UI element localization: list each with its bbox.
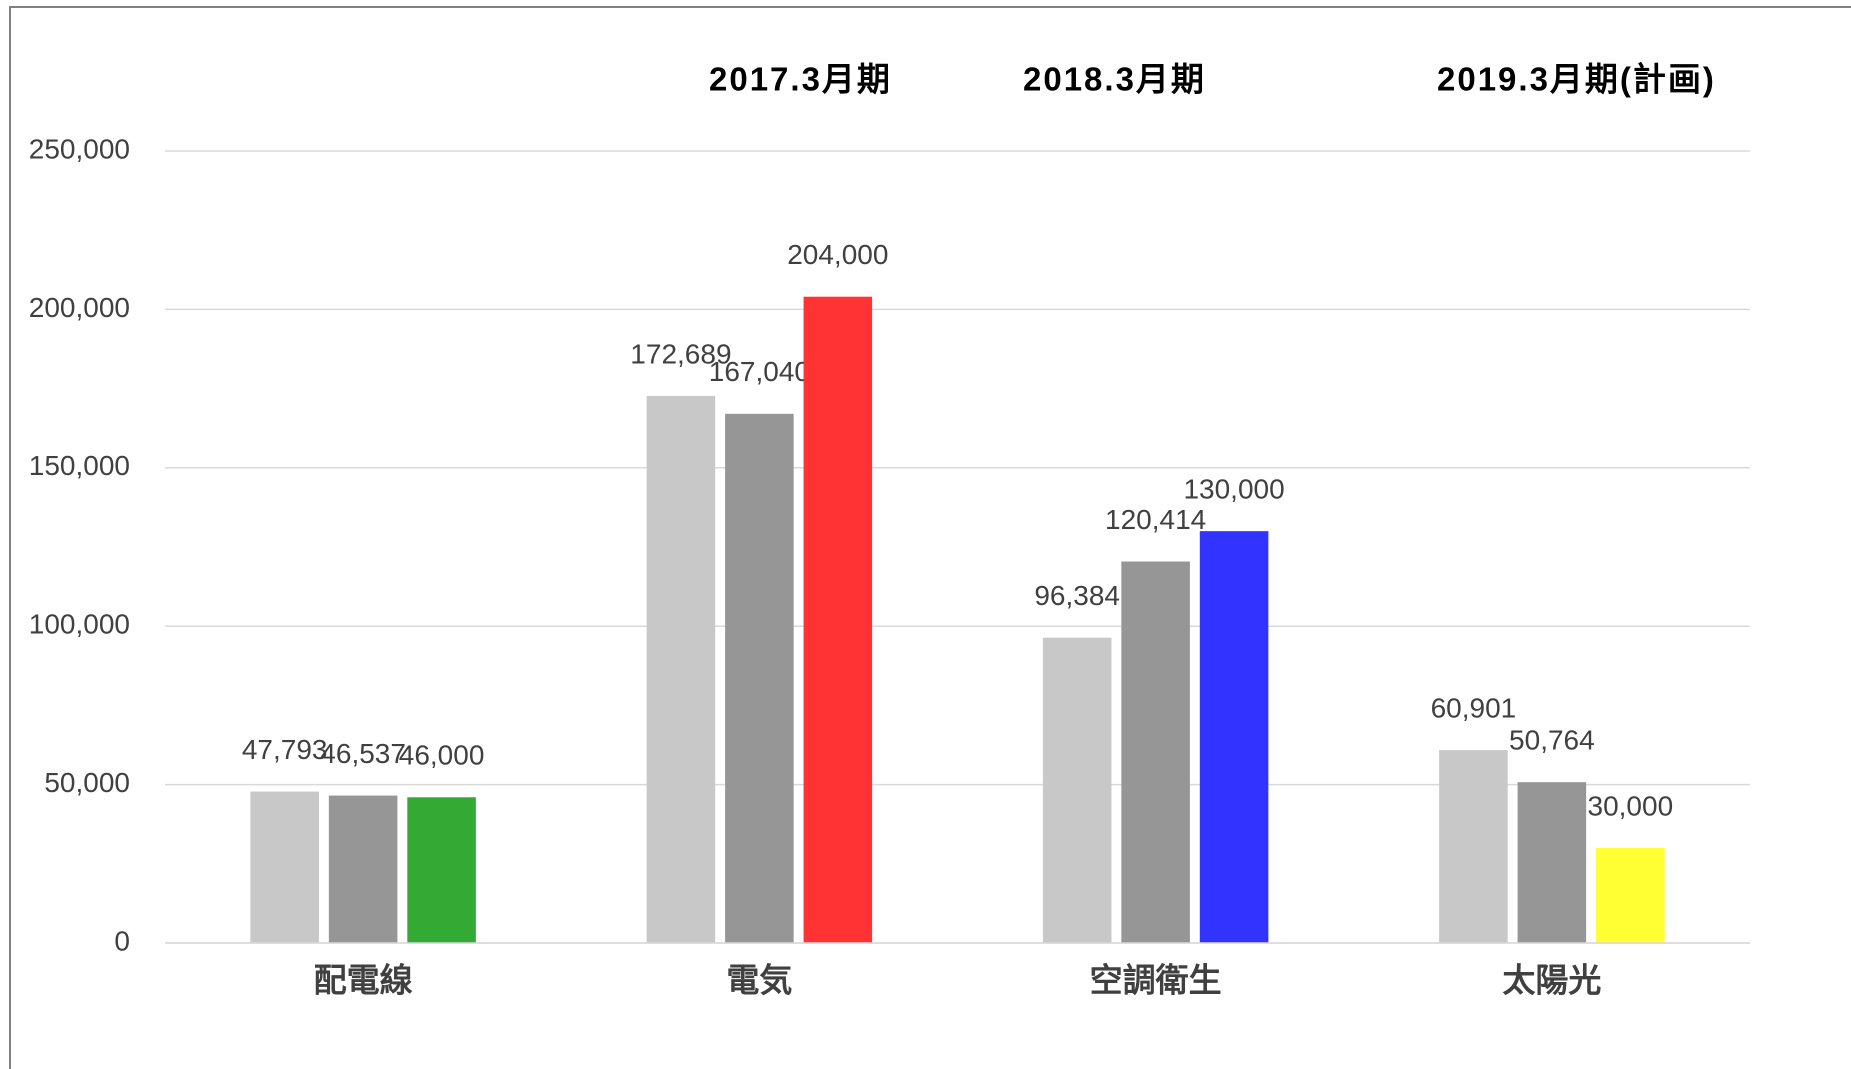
x-tick-label: 配電線: [314, 962, 413, 999]
bar: [407, 797, 476, 943]
data-label: 167,040: [709, 356, 810, 387]
x-tick-label: 太陽光: [1502, 962, 1601, 999]
legend-label: 2018.3月期: [1023, 61, 1206, 98]
frame: [9, 6, 1851, 1069]
bar: [1517, 782, 1587, 943]
bar: [803, 296, 873, 943]
data-label: 96,384: [1034, 580, 1120, 611]
data-label: 50,764: [1509, 725, 1595, 756]
bar: [250, 791, 319, 943]
data-label: 204,000: [787, 239, 888, 270]
x-tick-label: 電気: [726, 962, 792, 999]
data-label: 30,000: [1588, 790, 1674, 821]
y-tick-label: 0: [114, 925, 130, 956]
x-tick-label: 空調衛生: [1090, 962, 1222, 999]
data-label: 46,537: [320, 738, 406, 769]
bar: [328, 795, 398, 943]
bar: [646, 395, 716, 943]
bar: [1042, 637, 1112, 943]
bar: [1439, 750, 1508, 943]
y-tick-label: 100,000: [29, 609, 130, 640]
data-label: 130,000: [1183, 474, 1284, 505]
bar: [725, 413, 794, 944]
legend-label: 2017.3月期: [709, 61, 892, 98]
y-tick-label: 150,000: [29, 450, 130, 481]
bar: [1121, 561, 1190, 943]
legend-label: 2019.3月期(計画): [1437, 61, 1716, 98]
y-tick-label: 50,000: [44, 767, 130, 798]
y-tick-label: 200,000: [29, 292, 130, 323]
data-label: 172,689: [630, 338, 731, 369]
bar: [1596, 847, 1665, 943]
y-tick-label: 250,000: [29, 133, 130, 164]
bar: [1199, 531, 1269, 943]
data-label: 120,414: [1105, 504, 1206, 535]
data-label: 60,901: [1431, 692, 1517, 723]
data-label: 46,000: [399, 740, 485, 771]
data-label: 47,793: [242, 734, 328, 765]
